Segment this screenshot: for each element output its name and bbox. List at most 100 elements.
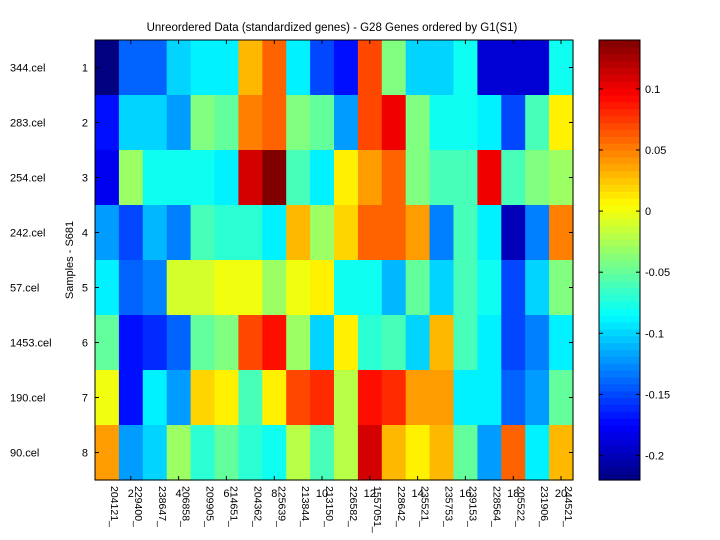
column-index-label: 20 — [555, 488, 567, 500]
heatmap-cell — [501, 150, 526, 206]
heatmap-cell — [501, 425, 526, 481]
heatmap-cell — [357, 315, 383, 371]
colorbar-segment — [599, 198, 640, 206]
column-label: 229400_ — [132, 486, 144, 527]
heatmap-cell — [357, 425, 383, 481]
colorbar-segment — [599, 459, 640, 467]
heatmap-cell — [525, 425, 550, 481]
heatmap-cell — [429, 95, 455, 151]
heatmap-cell — [214, 425, 239, 481]
heatmap-cell — [429, 40, 455, 96]
heatmap-cell — [95, 150, 120, 206]
heatmap-cell — [190, 425, 216, 481]
colorbar-segment — [599, 404, 640, 412]
heatmap-cell — [214, 40, 239, 96]
heatmap-cell — [334, 260, 359, 316]
column-index-label: 2 — [128, 488, 134, 500]
heatmap-cell — [190, 260, 216, 316]
heatmap-cell — [238, 315, 263, 371]
heatmap-cell — [357, 95, 383, 151]
heatmap-cell — [95, 315, 120, 371]
heatmap-cell — [166, 95, 192, 151]
heatmap-cell — [214, 205, 239, 261]
colorbar-segment — [599, 308, 640, 316]
colorbar-segment — [599, 390, 640, 399]
colorbar-tick-label: 0.05 — [645, 145, 666, 157]
heatmap-cell — [429, 260, 455, 316]
heatmap-cells — [95, 40, 574, 481]
colorbar-segment — [599, 328, 640, 337]
row-label: 90.cel — [10, 448, 39, 460]
heatmap-cell — [166, 315, 192, 371]
heatmap-cell — [142, 95, 168, 151]
heatmap-cell — [190, 40, 216, 96]
colorbar-segment — [599, 246, 640, 254]
heatmap-cell — [190, 315, 216, 371]
heatmap-cell — [166, 205, 192, 261]
colorbar-segment — [599, 452, 640, 460]
heatmap-cell — [238, 40, 263, 96]
heatmap-cell — [310, 205, 335, 261]
heatmap-cell — [95, 425, 120, 481]
heatmap-cell — [262, 95, 287, 151]
colorbar-segment — [599, 315, 640, 323]
heatmap-cell — [262, 205, 287, 261]
heatmap-cell — [95, 95, 120, 151]
heatmap-cell — [262, 150, 287, 206]
heatmap-cell — [286, 205, 311, 261]
heatmap-cell — [142, 370, 168, 426]
heatmap-cell — [262, 260, 287, 316]
heatmap-cell — [477, 425, 502, 481]
colorbar-segment — [599, 136, 640, 144]
column-index-label: 12 — [364, 488, 376, 500]
colorbar — [599, 40, 640, 481]
column-label: 214651_ — [227, 486, 239, 527]
heatmap-cell — [214, 150, 239, 206]
heatmap-cell — [190, 95, 216, 151]
row-label: 254.cel — [10, 173, 45, 185]
row-index-labels: 1 2 3 4 5 6 7 8 — [82, 63, 573, 460]
heatmap-cell — [214, 95, 239, 151]
heatmap-cell — [334, 40, 359, 96]
colorbar-segment — [599, 163, 640, 172]
colorbar-segment — [599, 115, 640, 124]
row-index-label: 5 — [82, 283, 88, 295]
column-label: 225639_ — [275, 486, 287, 527]
colorbar-tick-label: 0.1 — [645, 84, 660, 96]
colorbar-segment — [599, 376, 640, 385]
colorbar-segment — [599, 53, 640, 62]
heatmap-cell — [405, 40, 431, 96]
column-label: 235521_ — [419, 486, 431, 527]
heatmap-cell — [166, 425, 192, 481]
heatmap-cell — [238, 370, 263, 426]
heatmap-cell — [357, 205, 383, 261]
row-label: 242.cel — [10, 228, 45, 240]
heatmap-cell — [381, 150, 407, 206]
heatmap-cell — [525, 260, 550, 316]
colorbar-segment — [599, 101, 640, 110]
heatmap-cell — [262, 40, 287, 96]
row-label: 344.cel — [10, 63, 45, 75]
heatmap-cell — [166, 370, 192, 426]
row-label: 1453.cel — [10, 338, 52, 350]
colorbar-segment — [599, 363, 640, 371]
heatmap-cell — [118, 205, 144, 261]
heatmap-cell — [286, 150, 311, 206]
heatmap-cell — [286, 40, 311, 96]
chart-title: Unreordered Data (standardized genes) - … — [147, 22, 518, 34]
heatmap-cell — [238, 425, 263, 481]
colorbar-tick-label: -0.2 — [645, 451, 664, 463]
heatmap-cell — [334, 315, 359, 371]
row-index-label: 1 — [82, 63, 88, 75]
column-index-label: 6 — [223, 488, 229, 500]
colorbar-segment — [599, 232, 640, 240]
heatmap-cell — [286, 95, 311, 151]
heatmap-cell — [118, 40, 144, 96]
heatmap-cell — [477, 95, 502, 151]
heatmap-cell — [238, 260, 263, 316]
heatmap-cell — [381, 425, 407, 481]
heatmap-cell — [501, 370, 526, 426]
heatmap-cell — [525, 370, 550, 426]
heatmap-cell — [405, 370, 431, 426]
colorbar-segment — [599, 253, 640, 261]
